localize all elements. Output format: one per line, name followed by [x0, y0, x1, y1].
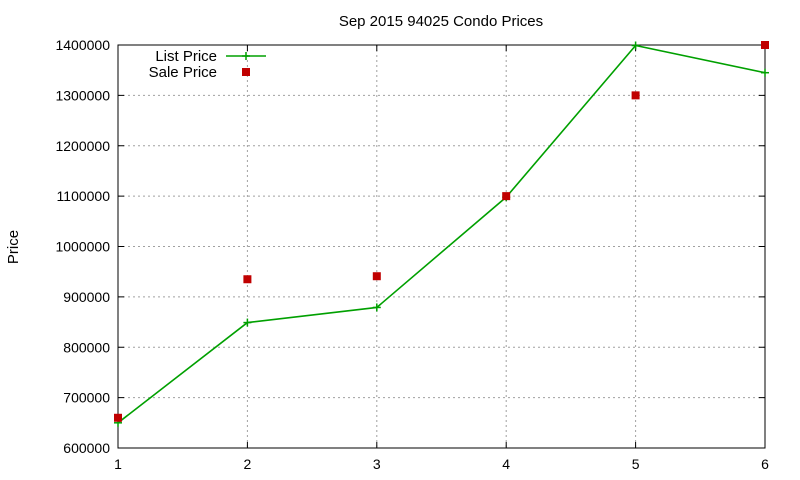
x-tick-label: 4 [502, 456, 510, 472]
y-tick-label: 1200000 [55, 138, 110, 154]
legend-square-marker [242, 68, 250, 76]
sale-price-point [114, 413, 122, 422]
legend-label: Sale Price [149, 64, 217, 81]
list-price-line [117, 44, 766, 424]
sale-price-point [243, 275, 252, 284]
list-price-point [372, 303, 381, 312]
sale-price-point [761, 41, 769, 49]
axis-ticks: 6000007000008000009000001000000110000012… [55, 37, 769, 472]
y-tick-label: 800000 [63, 339, 110, 355]
y-tick-label: 600000 [63, 440, 110, 456]
list-price-point [761, 68, 769, 77]
y-tick-label: 1000000 [55, 239, 110, 255]
grid [118, 45, 765, 448]
list-price-point [243, 318, 252, 327]
y-tick-label: 1400000 [55, 37, 110, 53]
x-tick-label: 2 [244, 456, 252, 472]
y-axis-label: Price [5, 230, 22, 264]
legend-label: List Price [155, 48, 217, 65]
y-tick-label: 700000 [63, 390, 110, 406]
chart-title: Sep 2015 94025 Condo Prices [339, 13, 543, 30]
sale-price-point [502, 192, 511, 201]
y-tick-label: 900000 [63, 289, 110, 305]
sale-price-point [631, 91, 640, 100]
plot-frame [117, 44, 766, 449]
x-tick-label: 5 [632, 456, 640, 472]
x-tick-label: 3 [373, 456, 381, 472]
series-layer [114, 41, 769, 427]
x-tick-label: 1 [114, 456, 122, 472]
x-tick-label: 6 [761, 456, 769, 472]
list-price-point [631, 41, 640, 50]
y-tick-label: 1100000 [57, 188, 111, 204]
y-tick-label: 1300000 [55, 87, 110, 103]
legend-plus-marker [242, 52, 250, 60]
sale-price-point [372, 272, 381, 281]
